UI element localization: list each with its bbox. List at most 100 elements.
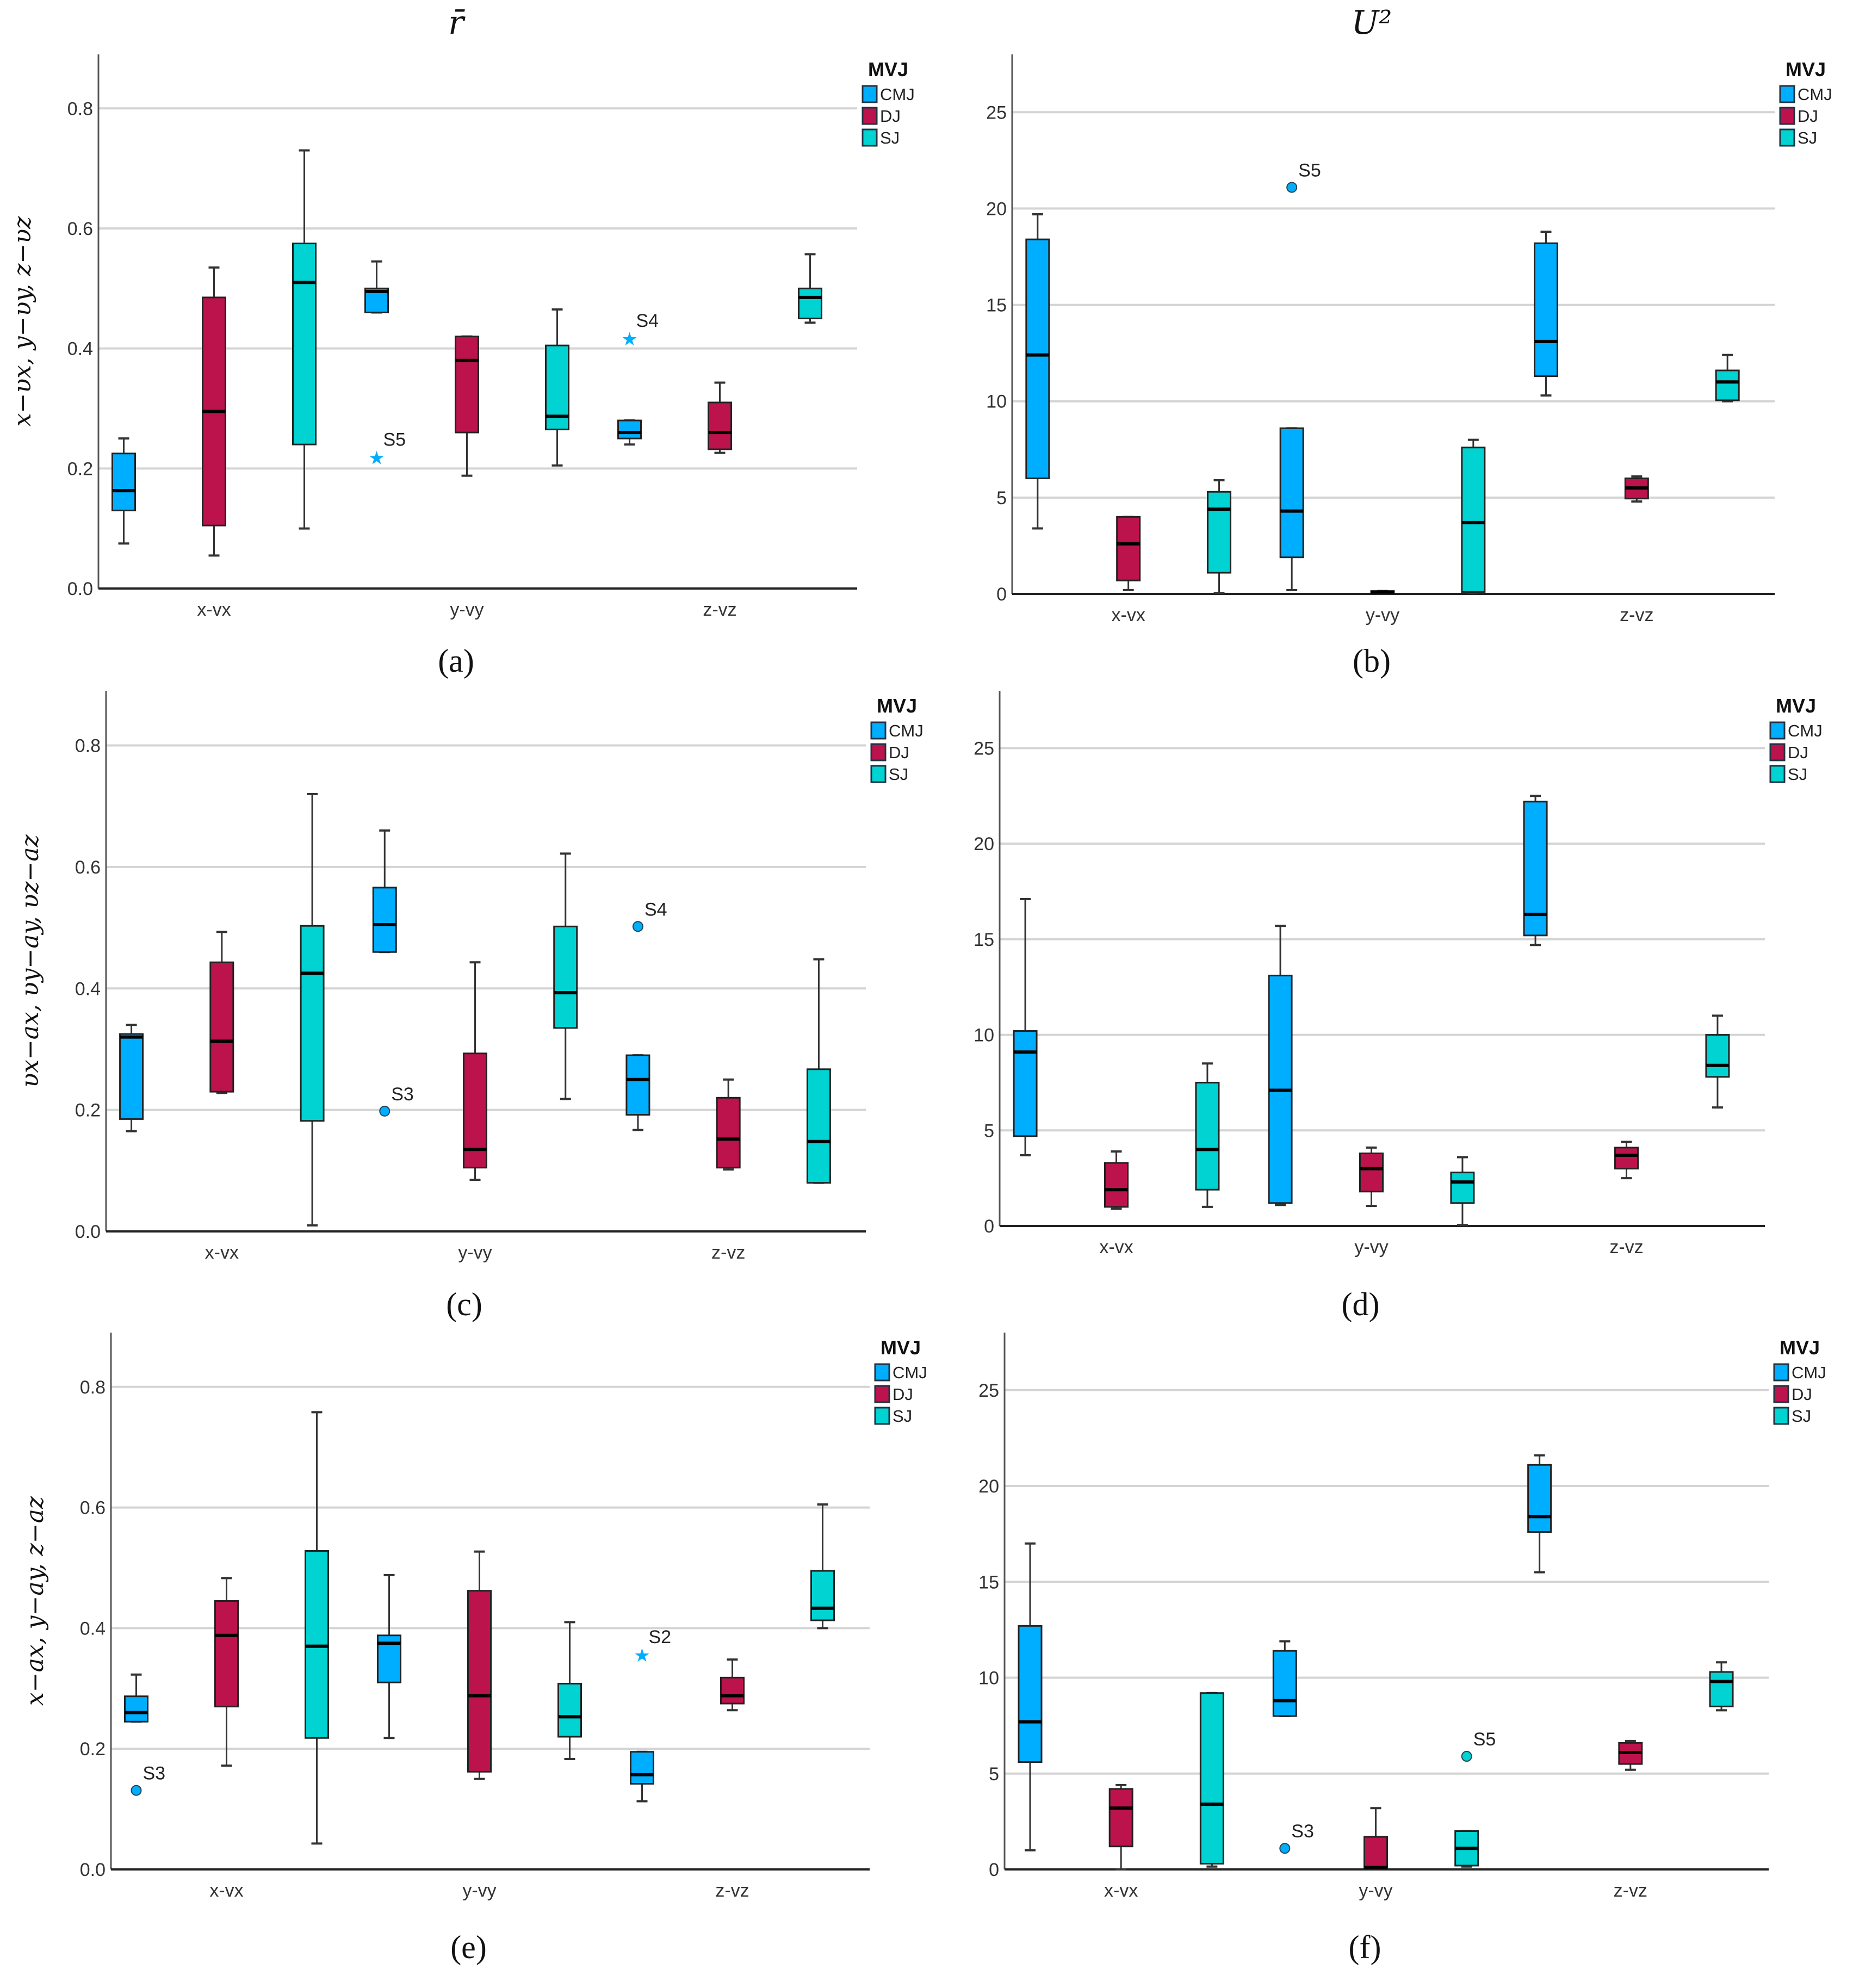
y-tick-label: 0.2 [67,459,93,479]
legend-label: SJ [893,1407,912,1426]
box-iqr [1195,1081,1220,1191]
box-cmj-x-vx [1018,1542,1043,1851]
box-dj-y-vy [455,335,479,477]
y-tick-label: 0.6 [67,219,93,239]
box-iqr [1705,1034,1730,1078]
box-iqr [1461,447,1486,593]
box-iqr [300,925,325,1122]
x-category-label: z-vz [1609,1237,1643,1258]
x-category-label: x-vx [1104,1880,1138,1901]
outlier-label: S4 [636,311,659,331]
outlier-star-marker: ★ [634,1645,650,1667]
legend-label: DJ [880,107,901,126]
panel-label: (d) [1342,1286,1380,1322]
y-tick-label: 0.0 [80,1860,106,1880]
y-tick-label: 10 [974,1025,994,1046]
y-tick-label: 15 [986,295,1007,316]
outlier-label: S5 [1298,160,1321,181]
y-tick-label: 0.8 [80,1377,106,1398]
x-category-label: x-vx [197,599,231,620]
box-sj-y-vy [557,1621,582,1761]
x-category-label: y-vy [1354,1237,1388,1258]
y-tick-label: 0 [984,1216,994,1237]
box-sj-x-vx [292,149,317,530]
box-iqr [1709,1671,1734,1707]
y-tick-label: 0.4 [80,1618,106,1639]
box-iqr [798,287,823,319]
box-dj-x-vx [214,1577,239,1767]
legend-title: MVJ [877,695,917,717]
y-tick-label: 0.6 [75,857,101,878]
box-cmj-z-vz [629,1750,654,1803]
box-cmj-x-vx [1025,213,1050,530]
legend-swatch-dj [862,107,878,125]
y-tick-label: 10 [986,392,1007,412]
box-dj-x-vx [1104,1150,1129,1210]
box-sj-x-vx [305,1411,330,1845]
box-iqr [305,1550,330,1739]
outlier-label: S5 [383,429,406,450]
box-iqr [625,1054,650,1116]
panel-b: 0 5 10 15 20 25 U² (b) x-vx y-vy z-vz S5 MVJ CMJ DJ SJ [986,4,1832,679]
box-dj-y-vy [467,1550,492,1780]
legend-label: CMJ [893,1363,927,1382]
legend-label: DJ [1792,1385,1812,1404]
x-category-label: z-vz [1620,605,1653,625]
y-tick-label: 0.6 [80,1498,106,1519]
outlier-star-marker: ★ [368,447,385,469]
chart-title: r̄ [448,4,466,42]
legend-label: DJ [1798,107,1818,126]
box-dj-x-vx [209,931,234,1094]
y-tick-label: 5 [989,1764,999,1785]
outlier-circle-marker [1286,182,1298,193]
box-cmj-y-vy [376,1574,401,1739]
outlier-circle-marker [379,1105,391,1117]
panel-label: (f) [1349,1929,1381,1965]
box-iqr [1450,1172,1475,1204]
legend-swatch-sj [1779,128,1795,147]
box-iqr [1025,238,1050,479]
legend-label: CMJ [880,85,915,104]
box-iqr [1108,1788,1133,1848]
box-cmj-z-vz [1523,795,1548,946]
box-dj-y-vy [1359,1146,1384,1207]
box-sj-z-vz [1709,1661,1734,1712]
legend-label: DJ [889,743,909,762]
y-tick-label: 0.0 [75,1222,101,1242]
box-sj-y-vy [1450,1156,1475,1227]
outlier-label: S2 [648,1627,671,1648]
box-iqr [617,419,642,439]
legend-swatch-dj [870,743,887,761]
box-iqr [1018,1625,1043,1763]
panel-a: 0.0 0.2 0.4 0.6 0.8 r̄ (a) x−υx, y−υy, z−υz x-vx… [9,4,915,679]
y-tick-label: 0 [989,1860,999,1880]
x-category-label: x-vx [209,1880,243,1901]
y-tick-label: 20 [978,1476,999,1497]
box-sj-x-vx [1199,1692,1224,1868]
legend-swatch-dj [1769,743,1786,761]
legend-label: CMJ [1792,1363,1826,1382]
y-tick-label: 25 [974,738,994,759]
panel-f: 0 5 10 15 20 25 (f) x-vx y-vy z-vz S3 S5 MVJ CMJ DJ SJ [978,1333,1826,1965]
box-iqr [372,887,397,953]
y-axis-label: υx−ax, υy−ay, υz−az [16,834,44,1088]
box-sj-z-vz [1715,354,1740,402]
legend-label: DJ [1788,743,1808,762]
box-iqr [806,1068,831,1184]
outlier-label: S3 [142,1763,165,1784]
x-category-label: y-vy [1359,1880,1392,1901]
x-category-label: y-vy [1366,605,1399,625]
outlier-circle-marker [1461,1751,1472,1762]
box-dj-z-vz [720,1658,745,1712]
outlier-star-marker: ★ [621,329,637,350]
box-iqr [111,453,136,512]
y-tick-label: 25 [986,102,1007,123]
legend-label: CMJ [1798,85,1832,104]
box-iqr [557,1682,582,1738]
box-iqr [810,1570,835,1621]
legend-title: MVJ [1776,695,1816,717]
legend-swatch-sj [1773,1407,1789,1425]
box-dj-z-vz [1614,1141,1639,1180]
legend-label: SJ [1792,1407,1811,1426]
